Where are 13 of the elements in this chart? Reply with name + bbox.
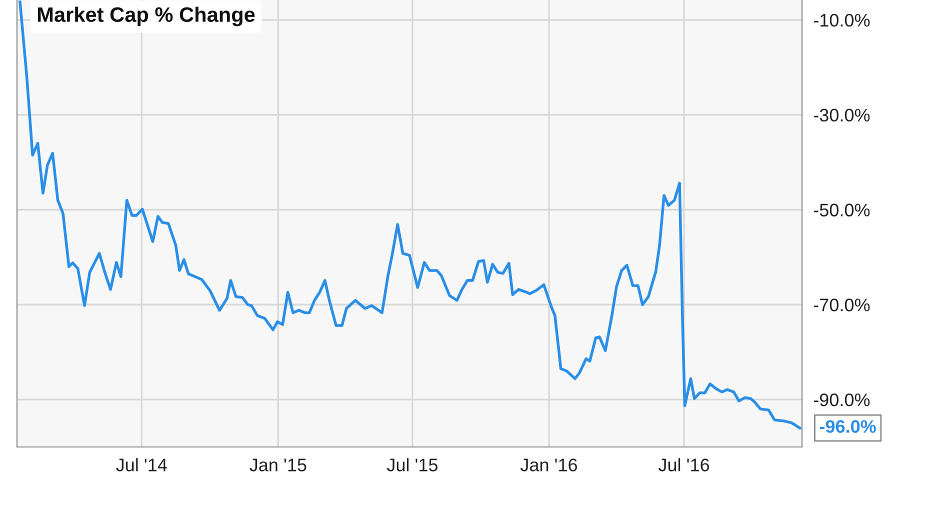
line-series	[18, 0, 802, 430]
y-tick-label: -70.0%	[814, 298, 870, 312]
y-tick-label: -10.0%	[814, 14, 870, 27]
x-tick-label: Jul '15	[386, 458, 438, 472]
x-tick-label: Jan '16	[520, 458, 578, 472]
x-tick-label: Jul '16	[658, 458, 710, 472]
annotation: -96.0%	[820, 420, 876, 433]
x-tick-label: Jan '15	[250, 458, 306, 472]
x-tick-label: Jul '14	[116, 458, 167, 472]
y-tick-label: -30.0%	[814, 108, 870, 122]
y-tick-label: -50.0%	[814, 204, 870, 216]
y-tick-label: -90.0%	[814, 393, 870, 406]
chart-title: Market Cap % Change	[38, 6, 255, 26]
